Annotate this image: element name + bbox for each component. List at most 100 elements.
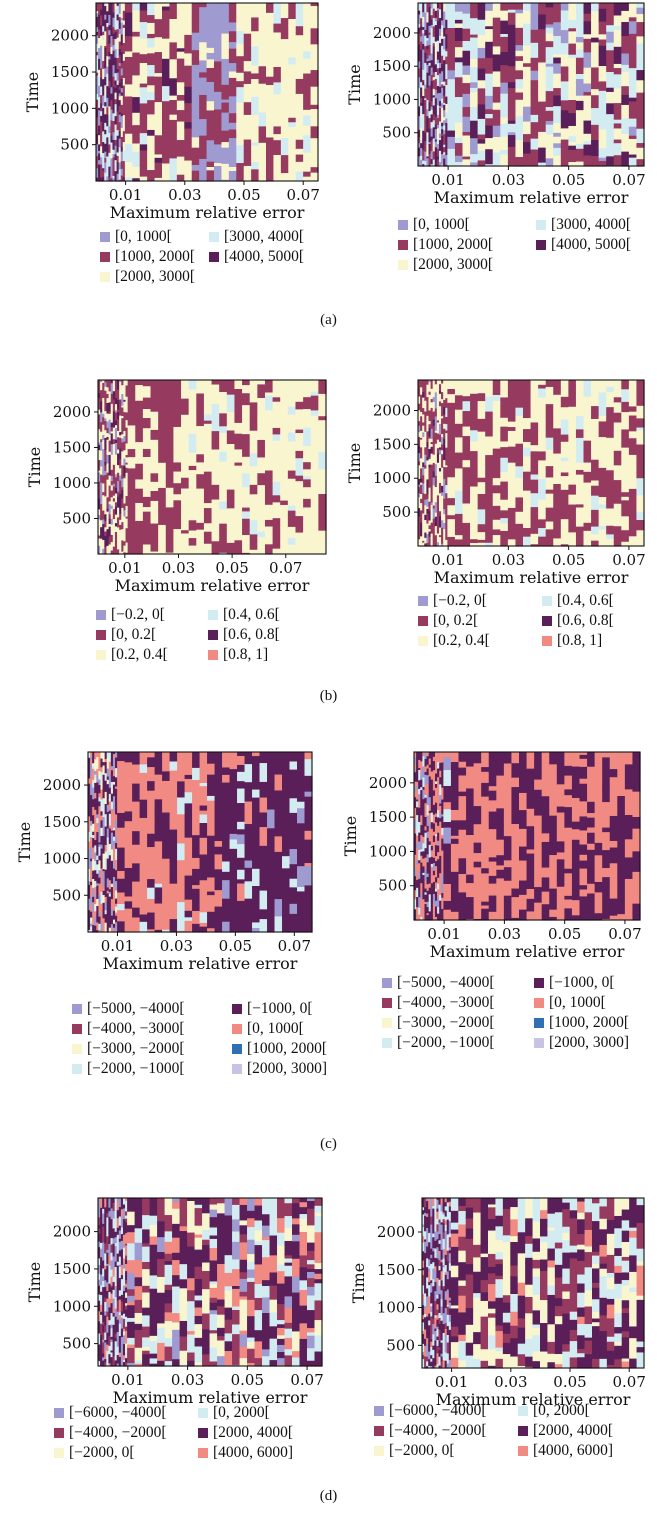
heatmap-cell [515,131,524,141]
heatmap-cell [426,837,430,845]
heatmap-cell [244,860,253,869]
heatmap-cell [181,473,190,479]
heatmap-cell [450,809,460,821]
heatmap-cell [443,60,446,66]
heatmap-cell [632,866,641,873]
heatmap-cell [120,146,124,153]
heatmap-cell [587,867,596,885]
heatmap-cell [420,840,423,850]
heatmap-cell [445,103,448,113]
heatmap-cell [112,62,116,66]
heatmap-cell [289,761,298,771]
heatmap-cell [594,761,603,776]
heatmap-cell [100,107,103,112]
heatmap-cell [94,809,97,818]
heatmap-cell [432,508,436,520]
heatmap-cell [88,778,91,785]
heatmap-cell [436,80,440,87]
heatmap-cell [112,792,116,797]
heatmap-cell [439,784,442,796]
heatmap-cell [162,869,171,882]
heatmap-cell [96,75,99,87]
heatmap-cell [96,35,99,41]
heatmap-cell [418,54,421,63]
heatmap-cell [282,773,291,791]
heatmap-cell [434,787,438,799]
heatmap-cell [118,65,122,72]
heatmap-cell [428,786,432,798]
heatmap-cell [98,793,102,798]
heatmap-cell [184,128,193,146]
heatmap-cell [118,82,122,88]
heatmap-cell [132,52,141,72]
heatmap-cell [150,513,159,525]
heatmap-cell [135,520,144,541]
heatmap-cell [450,793,460,811]
heatmap-cell [545,416,554,431]
heatmap-cell [229,865,238,886]
heatmap-cell [100,35,103,47]
heatmap-cell [553,380,562,396]
heatmap-cell [560,489,569,504]
heatmap-cell [102,119,105,132]
heatmap-cell [434,526,438,536]
heatmap-cell [598,400,607,417]
legend-label: [0.6, 0.8[ [223,626,280,643]
heatmap-cell [177,893,186,903]
heatmap-cell [636,36,645,45]
heatmap-cell [106,511,110,524]
heatmap-cell [443,423,446,430]
heatmap-cell [139,133,148,137]
heatmap-cell [243,102,252,116]
heatmap-cell [234,389,243,406]
heatmap-cell [488,911,497,916]
heatmap-cell [243,139,252,145]
heatmap-cell [621,72,630,78]
heatmap-cell [560,461,569,469]
heatmap-cell [110,475,114,482]
heatmap-cell [124,12,133,28]
heatmap-cell [441,392,444,400]
heatmap-cell [437,825,440,834]
heatmap-cell [104,759,108,763]
heatmap-cell [549,799,558,804]
heatmap-cell [310,17,319,29]
heatmap-cell [132,10,141,25]
heatmap-cell [222,752,231,769]
heatmap-cell [303,27,312,37]
heatmap-cell [426,873,430,878]
heatmap-cell [602,859,611,869]
heatmap-cell [90,926,93,931]
heatmap-cell [492,510,501,521]
heatmap-cell [154,765,163,776]
heatmap-cell [477,68,486,81]
heatmap-cell [571,839,581,848]
heatmap-cell [196,510,205,520]
heatmap-cell [100,390,103,396]
heatmap-cell [110,464,114,471]
heatmap-cell [432,43,436,48]
heatmap-cell [560,66,569,82]
heatmap-cell [488,875,497,885]
heatmap-cell [150,380,159,398]
legend-swatch [536,240,546,250]
heatmap-cell [426,499,430,508]
heatmap-cell [553,431,562,441]
heatmap-cell [441,88,444,100]
heatmap-cell [473,806,482,825]
heatmap-cell [222,853,231,863]
heatmap-cell [530,138,539,151]
heatmap-cell [226,417,236,432]
heatmap-cell [422,85,425,97]
heatmap-cell [583,406,592,417]
heatmap-cell [617,881,626,898]
heatmap-cell [114,465,118,475]
heatmap-cell [100,538,103,551]
heatmap-cell [545,386,554,405]
heatmap-cell [579,790,588,802]
heatmap-cell [214,762,223,781]
heatmap-cell [154,154,163,159]
heatmap-cell [613,128,622,141]
heatmap-cell [98,846,102,857]
heatmap-cell [310,109,319,127]
